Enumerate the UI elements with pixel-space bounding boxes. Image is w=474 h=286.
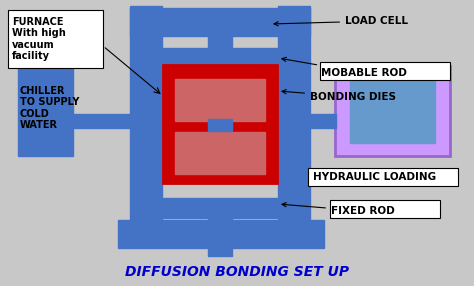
Text: FURNACE
With high
vacuum
facility: FURNACE With high vacuum facility xyxy=(12,17,66,61)
Text: HYDRAULIC LOADING: HYDRAULIC LOADING xyxy=(313,172,436,182)
FancyBboxPatch shape xyxy=(308,168,458,186)
FancyBboxPatch shape xyxy=(18,56,73,156)
FancyBboxPatch shape xyxy=(350,79,435,143)
FancyBboxPatch shape xyxy=(330,200,440,218)
FancyBboxPatch shape xyxy=(208,216,232,256)
Text: MOBABLE ROD: MOBABLE ROD xyxy=(282,57,407,78)
FancyBboxPatch shape xyxy=(130,8,310,36)
Text: BONDING DIES: BONDING DIES xyxy=(282,90,396,102)
Text: CHILLER
TO SUPPLY
COLD
WATER: CHILLER TO SUPPLY COLD WATER xyxy=(20,86,79,130)
FancyBboxPatch shape xyxy=(175,79,265,121)
FancyBboxPatch shape xyxy=(148,48,292,68)
FancyBboxPatch shape xyxy=(320,62,450,80)
Text: FIXED ROD: FIXED ROD xyxy=(282,202,395,216)
FancyBboxPatch shape xyxy=(208,119,232,131)
FancyBboxPatch shape xyxy=(148,198,292,218)
FancyBboxPatch shape xyxy=(175,132,265,174)
FancyBboxPatch shape xyxy=(335,66,450,156)
Text: DIFFUSION BONDING SET UP: DIFFUSION BONDING SET UP xyxy=(125,265,349,279)
FancyBboxPatch shape xyxy=(130,6,162,236)
FancyBboxPatch shape xyxy=(118,220,324,248)
FancyBboxPatch shape xyxy=(8,10,103,68)
FancyBboxPatch shape xyxy=(278,6,310,236)
FancyBboxPatch shape xyxy=(163,65,277,183)
Text: LOAD CELL: LOAD CELL xyxy=(274,16,408,26)
FancyBboxPatch shape xyxy=(73,114,130,128)
FancyBboxPatch shape xyxy=(310,114,336,128)
FancyBboxPatch shape xyxy=(208,10,232,48)
